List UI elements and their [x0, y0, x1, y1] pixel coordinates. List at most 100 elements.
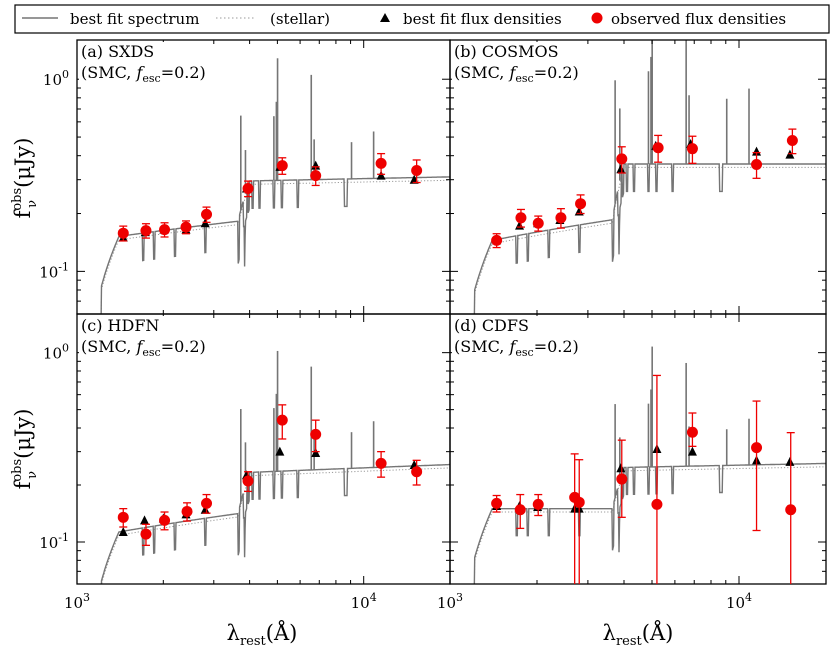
- y-tick-label: 10-1: [39, 531, 69, 552]
- observed-flux-point: [375, 157, 387, 169]
- best-fit-spectrum: [473, 163, 826, 314]
- xlabel-unit: (Å): [642, 620, 674, 645]
- observed-flux-point: [555, 212, 567, 224]
- xlabel-sub: rest: [240, 634, 267, 646]
- ylabel-bottom: fobsν (μJy): [10, 409, 40, 490]
- label-backing: [452, 42, 564, 82]
- panel-3: 100 10-1 103 104 (c) HDFN (SMC, fesc=0.2): [39, 313, 451, 612]
- observed-flux-point: [686, 426, 698, 438]
- model-flux-triangle: [275, 446, 285, 456]
- xlabel-lambda: λ: [603, 621, 616, 645]
- panels: 100 10-1 (a) SXDS (SMC, fesc=0.2) (b) COSMOS…: [39, 39, 827, 612]
- observed-flux-point: [159, 514, 171, 526]
- model-flux-triangle: [376, 170, 386, 180]
- observed-flux-point: [751, 158, 763, 170]
- x-tick-label: 104: [726, 591, 752, 612]
- x-tick-label: 104: [351, 591, 377, 612]
- plot-area: [473, 40, 826, 314]
- y-tick-label: 100: [43, 68, 69, 89]
- observed-flux-point: [573, 496, 585, 508]
- x-ticks: [449, 40, 827, 314]
- observed-flux-point: [242, 182, 254, 194]
- panel-subtitle: (SMC, fesc=0.2): [81, 337, 206, 359]
- model-flux-triangle: [200, 504, 210, 514]
- panel-frame: [449, 313, 827, 585]
- ylabel-sub: ν: [25, 471, 40, 479]
- plot-area: [100, 350, 450, 584]
- x-tick-label: 103: [437, 591, 463, 612]
- model-flux-triangle: [311, 448, 321, 458]
- legend-triangle-marker: [380, 13, 390, 22]
- label-backing: [79, 316, 191, 356]
- legend-observed-label: observed flux densities: [611, 10, 786, 28]
- legend-spectrum-label: best fit spectrum: [70, 10, 199, 28]
- observed-flux-point: [242, 475, 254, 487]
- ylabel-unit: (μJy): [11, 409, 35, 459]
- model-flux-triangle: [118, 526, 128, 536]
- legend-frame: [14, 4, 830, 34]
- panel-title: (a) SXDS: [81, 42, 154, 61]
- xlabel-sub: rest: [616, 634, 643, 646]
- observed-flux-point: [575, 198, 587, 210]
- y-ticks: [77, 78, 450, 315]
- observed-flux-point: [491, 234, 503, 246]
- model-flux-triangle: [616, 463, 626, 473]
- ylabel-f: f: [11, 208, 35, 218]
- model-flux-triangle: [140, 515, 150, 525]
- panel-4: 103 104 (d) CDFS (SMC, fesc=0.2): [437, 313, 827, 612]
- svg-text:fobsν(μJy): fobsν (μJy): [10, 138, 40, 219]
- best-fit-spectrum: [473, 462, 826, 584]
- observed-flux-point: [785, 504, 797, 516]
- observed-flux-point: [140, 528, 152, 540]
- observed-flux-point: [181, 505, 193, 517]
- observed-flux-point: [117, 227, 129, 239]
- observed-flux-point: [686, 143, 698, 155]
- observed-flux-point: [751, 442, 763, 454]
- observed-flux-point: [375, 457, 387, 469]
- y-ticks: [77, 352, 450, 585]
- y-tick-label: 10-1: [39, 260, 69, 281]
- observed-flux-point: [159, 224, 171, 236]
- observed-flux-point: [532, 217, 544, 229]
- model-flux-triangle: [785, 456, 795, 466]
- panel-subtitle: (SMC, fesc=0.2): [454, 63, 579, 85]
- observed-flux-point: [310, 428, 322, 440]
- legend-stellar-label: (stellar): [270, 10, 330, 28]
- ylabel-top: fobsν (μJy): [10, 138, 40, 219]
- observed-flux-point: [276, 414, 288, 426]
- observed-flux-point: [411, 164, 423, 176]
- panel-title: (c) HDFN: [81, 316, 159, 335]
- svg-text:λrest(Å): λrest(Å): [227, 620, 298, 646]
- observed-flux-point: [651, 498, 663, 510]
- panel-subtitle: (SMC, fesc=0.2): [81, 63, 206, 85]
- observed-flux-point: [786, 134, 798, 146]
- observed-flux-point: [276, 160, 288, 172]
- panel-subtitle: (SMC, fesc=0.2): [454, 337, 579, 359]
- xlabel-unit: (Å): [266, 620, 298, 645]
- observed-flux-point: [652, 142, 664, 154]
- model-flux-triangle: [752, 146, 762, 156]
- observed-flux-point: [491, 497, 503, 509]
- observed-flux-point: [201, 208, 213, 220]
- observed-flux-point: [411, 466, 423, 478]
- y-ticks: [450, 352, 826, 585]
- ylabel-f: f: [11, 479, 35, 489]
- xlabel-right: λrest(Å): [603, 620, 674, 646]
- panel-title: (b) COSMOS: [454, 42, 559, 61]
- y-ticks: [450, 78, 826, 315]
- label-backing: [452, 316, 564, 356]
- xlabel-left: λrest(Å): [227, 620, 298, 646]
- observed-flux-point: [201, 497, 213, 509]
- svg-text:fobsν(μJy): fobsν (μJy): [10, 409, 40, 490]
- observed-flux-point: [140, 225, 152, 237]
- legend-model-label: best fit flux densities: [403, 10, 562, 28]
- model-flux-triangle: [687, 446, 697, 456]
- y-tick-label: 100: [43, 342, 69, 363]
- xlabel-lambda: λ: [227, 621, 240, 645]
- observed-flux-point: [117, 511, 129, 523]
- ylabel-sup: obs: [10, 188, 25, 211]
- ylabel-sup: obs: [10, 459, 25, 482]
- stellar-spectrum: [100, 467, 450, 584]
- x-tick-label: 103: [64, 591, 90, 612]
